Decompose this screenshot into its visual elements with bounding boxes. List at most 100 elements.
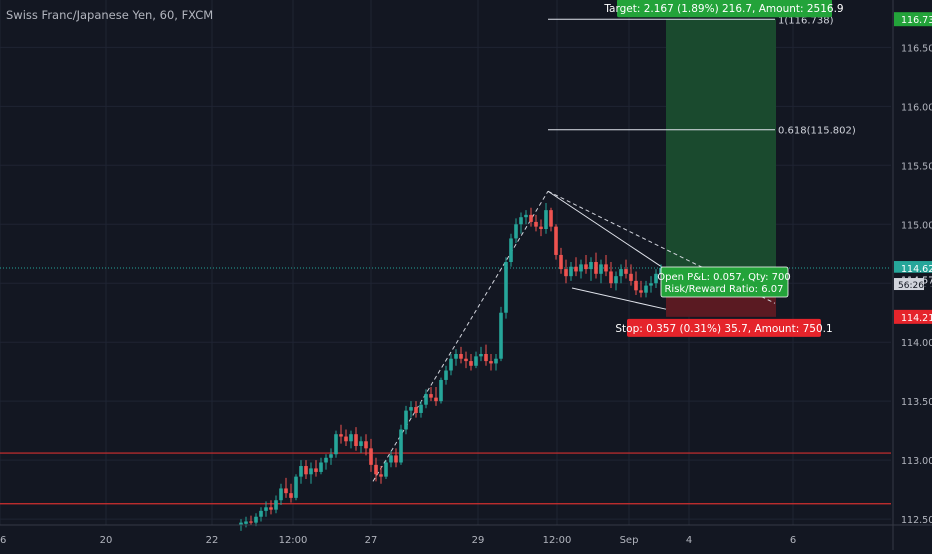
target-label-box[interactable] — [617, 0, 832, 18]
time-tick-label: 4 — [686, 535, 692, 546]
time-tick-label: 16 — [0, 535, 6, 546]
candle-body — [409, 407, 413, 411]
risk-reward-label: Risk/Reward Ratio: 6.07 — [664, 284, 783, 295]
stop-label-box[interactable] — [627, 318, 821, 337]
candle-body — [374, 464, 378, 475]
candle-body — [499, 312, 503, 359]
candle-body — [334, 434, 338, 455]
candle-body — [544, 210, 548, 229]
candle-body — [354, 434, 358, 446]
price-label-box — [894, 309, 932, 324]
candle-body — [274, 500, 278, 510]
candle-body — [624, 269, 628, 274]
time-tick-label: Sep — [620, 535, 639, 546]
candle-body — [619, 269, 623, 277]
candle-body — [339, 434, 343, 437]
candle-body — [429, 394, 433, 398]
candle-body — [319, 462, 323, 472]
time-tick-label: 22 — [206, 535, 219, 546]
price-tick-label: 113.500 — [901, 397, 932, 408]
time-axis[interactable]: 16 20 22 12:00 27 29 12:00 Sep 4 6 — [0, 524, 932, 546]
candle-body — [299, 466, 303, 477]
candle-body — [259, 510, 263, 517]
countdown-label: 56:26 — [898, 281, 924, 291]
time-tick-label: 6 — [790, 535, 796, 546]
candle-body — [239, 522, 243, 525]
fib-level-label: 0.618(115.802) — [778, 126, 856, 137]
candle-body — [479, 354, 483, 357]
fibonacci-levels[interactable]: 1(116.738) 0.618(115.802) — [548, 15, 856, 137]
candle-body — [359, 441, 363, 446]
candle-body — [419, 404, 423, 413]
candle-body — [434, 397, 438, 402]
candle-body — [324, 457, 328, 463]
price-tick-label: 115.000 — [901, 220, 932, 231]
price-label-target: 116.739 — [901, 15, 932, 26]
fib-level-label: 1(116.738) — [778, 15, 834, 26]
candle-body — [404, 410, 408, 430]
position-labels[interactable]: Target: 2.167 (1.89%) 216.7, Amount: 251… — [603, 0, 844, 337]
countdown-box — [894, 278, 924, 291]
pnl-label-box[interactable] — [660, 266, 789, 298]
candle-body — [394, 455, 398, 463]
candle-body — [314, 468, 318, 472]
candle-body — [534, 221, 538, 227]
candle-body — [504, 262, 508, 313]
candle-body — [294, 476, 298, 498]
candle-body — [279, 488, 283, 501]
price-tick-label: 113.000 — [901, 456, 932, 467]
candle-body — [644, 285, 648, 293]
candles — [239, 203, 663, 531]
candle-body — [424, 394, 428, 405]
time-tick-label: 27 — [365, 535, 378, 546]
candle-body — [654, 273, 658, 284]
price-tick-label: 115.500 — [901, 161, 932, 172]
candle-body — [459, 354, 463, 359]
candle-body — [379, 474, 383, 477]
candle-body — [509, 238, 513, 263]
candle-body — [494, 358, 498, 364]
candle-body — [389, 455, 393, 463]
time-tick-label: 12:00 — [279, 535, 308, 546]
candle-body — [634, 280, 638, 291]
candle-body — [344, 436, 348, 442]
price-label-box — [894, 12, 932, 27]
candle-body — [489, 361, 493, 364]
candle-body — [614, 276, 618, 284]
candle-body — [384, 462, 388, 477]
candle-body — [584, 264, 588, 270]
pnl-label: Open P&L: 0.057, Qty: 700 — [657, 272, 790, 283]
time-tick-label: 29 — [472, 535, 485, 546]
candle-body — [549, 210, 553, 227]
price-label-stop: 114.215 — [901, 313, 932, 324]
price-tick-label: 116.000 — [901, 102, 932, 113]
candle-body — [514, 224, 518, 239]
candle-body — [574, 266, 578, 272]
price-axis[interactable]: 112.500113.000113.500114.000114.500115.0… — [892, 0, 932, 550]
price-tick-label: 114.000 — [901, 338, 932, 349]
candle-body — [484, 354, 488, 362]
candle-body — [604, 264, 608, 272]
candle-body — [594, 262, 598, 274]
candle-body — [529, 214, 533, 222]
wedge-line[interactable] — [571, 287, 667, 310]
candle-body — [579, 264, 583, 272]
candle-body — [349, 434, 353, 442]
candle-body — [369, 448, 373, 465]
time-tick-label: 12:00 — [543, 535, 572, 546]
candle-body — [414, 407, 418, 413]
chart-title: Swiss Franc/Japanese Yen, 60, FXCM — [6, 8, 213, 22]
target-zone[interactable] — [666, 19, 776, 275]
candle-body — [254, 516, 258, 523]
stop-label: Stop: 0.357 (0.31%) 35.7, Amount: 750.1 — [615, 323, 832, 335]
candle-body — [629, 273, 633, 281]
candle-body — [569, 266, 573, 277]
candle-body — [464, 358, 468, 362]
price-tick-label: 116.500 — [901, 43, 932, 54]
wedge-line[interactable] — [547, 190, 666, 270]
candle-body — [589, 262, 593, 270]
candle-body — [469, 361, 473, 366]
